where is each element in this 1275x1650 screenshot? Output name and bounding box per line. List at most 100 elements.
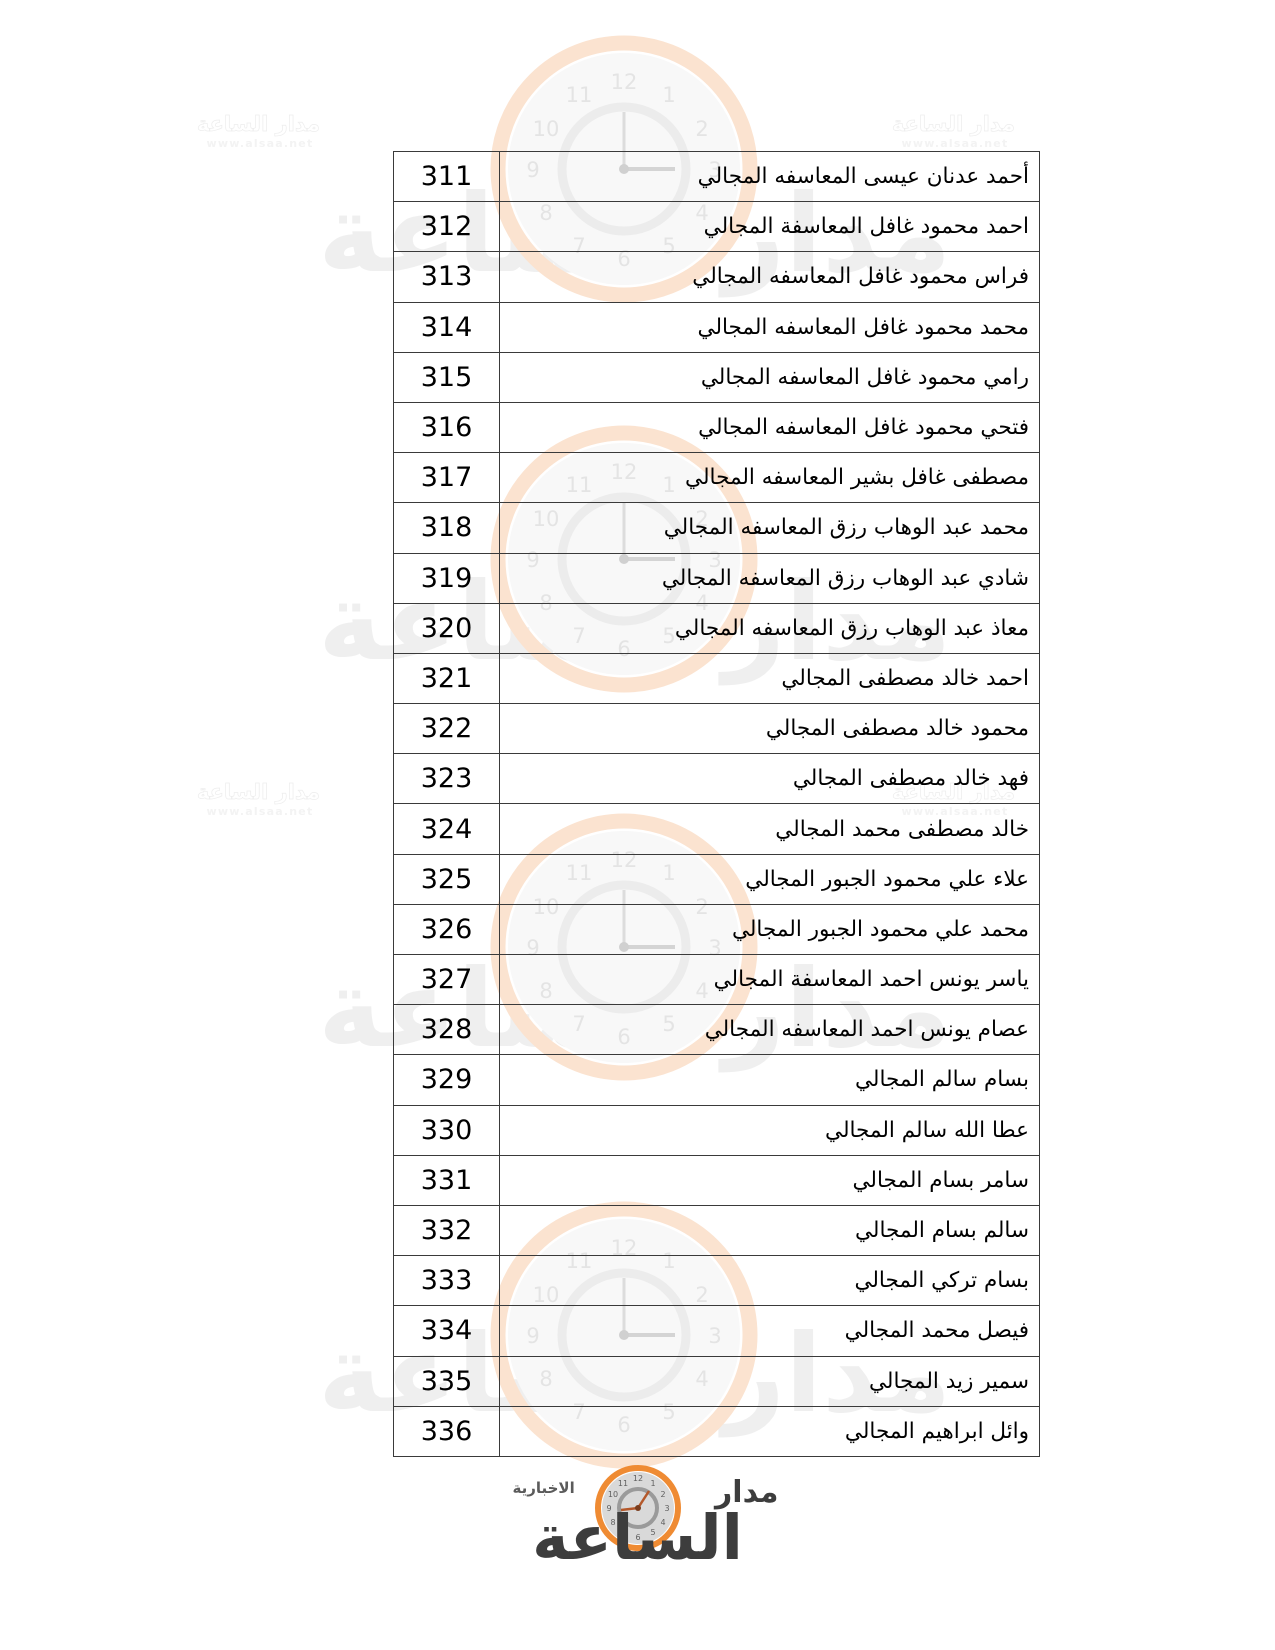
svg-text:12: 12 (611, 70, 638, 94)
table-row: محمود خالد مصطفى المجالي 322 (393, 703, 1040, 755)
cell-name: أحمد عدنان عيسى المعاسفه المجالي (499, 150, 1040, 203)
svg-text:6: 6 (635, 1533, 640, 1542)
logo-madar-label: مدار (715, 1475, 779, 1510)
cell-number: 324 (393, 803, 500, 855)
svg-text:11: 11 (566, 83, 593, 107)
cell-name: علاء علي محمود الجبور المجالي (499, 853, 1040, 905)
cell-name: فهد خالد مصطفى المجالي (499, 753, 1040, 805)
table-row: علاء علي محمود الجبور المجالي 325 (393, 853, 1040, 905)
cell-name: احمد محمود غافل المعاسفة المجالي (499, 201, 1040, 253)
cell-number: 311 (393, 150, 500, 203)
cell-name: محمد محمود غافل المعاسفه المجالي (499, 301, 1040, 353)
cell-number: 320 (393, 602, 500, 654)
table-row: سالم بسام المجالي 332 (393, 1204, 1040, 1257)
svg-text:4: 4 (660, 1518, 665, 1527)
cell-name: فيصل محمد المجالي (499, 1305, 1040, 1357)
table-row: فتحي محمود غافل المعاسفه المجالي 316 (393, 401, 1040, 454)
cell-number: 335 (393, 1355, 500, 1407)
names-table-container: أحمد عدنان عيسى المعاسفه المجالي 311 احمد … (393, 150, 1040, 1457)
cell-name: خالد مصطفى محمد المجالي (499, 803, 1040, 855)
watermark-small-url: www.alsaa.net (206, 137, 314, 150)
table-row: معاذ عبد الوهاب رزق المعاسفه المجالي 320 (393, 602, 1040, 654)
svg-text:10: 10 (533, 117, 560, 141)
svg-text:3: 3 (664, 1504, 669, 1513)
logo-alsaa-label: الساعة (532, 1501, 745, 1574)
names-table-body: أحمد عدنان عيسى المعاسفه المجالي 311 احمد … (393, 150, 1040, 1457)
cell-name: سامر بسام المجالي (499, 1154, 1040, 1206)
cell-number: 312 (393, 201, 500, 253)
cell-number: 336 (393, 1405, 500, 1457)
names-table: أحمد عدنان عيسى المعاسفه المجالي 311 احمد … (393, 150, 1040, 1457)
logo-akhbariya-label: الاخبارية (512, 1479, 575, 1497)
svg-text:1: 1 (662, 83, 675, 107)
table-row: بسام سالم المجالي 329 (393, 1054, 1040, 1106)
watermark-small-url: www.alsaa.net (206, 805, 314, 818)
cell-number: 316 (393, 401, 500, 454)
svg-text:8: 8 (610, 1518, 615, 1527)
cell-number: 327 (393, 953, 500, 1006)
table-row: محمد عبد الوهاب رزق المعاسفه المجالي 318 (393, 502, 1040, 554)
svg-text:2: 2 (660, 1490, 665, 1499)
cell-number: 329 (393, 1054, 500, 1106)
cell-number: 322 (393, 703, 500, 755)
cell-name: فتحي محمود غافل المعاسفه المجالي (499, 401, 1040, 454)
table-row: احمد محمود غافل المعاسفة المجالي 312 (393, 201, 1040, 253)
cell-number: 321 (393, 652, 500, 705)
table-row: فراس محمود غافل المعاسفه المجالي 313 (393, 251, 1040, 303)
cell-number: 317 (393, 452, 500, 504)
svg-text:11: 11 (617, 1479, 627, 1488)
cell-number: 328 (393, 1004, 500, 1056)
cell-number: 326 (393, 903, 500, 956)
watermark-small-3: مدار الساعة www.alsaa.net (891, 112, 1015, 150)
cell-name: معاذ عبد الوهاب رزق المعاسفه المجالي (499, 602, 1040, 654)
cell-number: 318 (393, 502, 500, 554)
cell-name: وائل ابراهيم المجالي (499, 1405, 1040, 1457)
cell-name: بسام تركي المجالي (499, 1255, 1040, 1307)
table-row: فيصل محمد المجالي 334 (393, 1305, 1040, 1357)
cell-number: 334 (393, 1305, 500, 1357)
svg-text:7: 7 (620, 1528, 625, 1537)
cell-number: 330 (393, 1104, 500, 1156)
cell-name: سالم بسام المجالي (499, 1204, 1040, 1257)
table-row: عصام يونس احمد المعاسفه المجالي 328 (393, 1004, 1040, 1056)
cell-name: محمد علي محمود الجبور المجالي (499, 903, 1040, 956)
cell-number: 331 (393, 1154, 500, 1206)
cell-name: شادي عبد الوهاب رزق المعاسفه المجالي (499, 552, 1040, 604)
table-row: فهد خالد مصطفى المجالي 323 (393, 753, 1040, 805)
table-row: محمد علي محمود الجبور المجالي 326 (393, 903, 1040, 956)
svg-text:9: 9 (606, 1504, 611, 1513)
table-row: أحمد عدنان عيسى المعاسفه المجالي 311 (393, 150, 1040, 203)
table-row: شادي عبد الوهاب رزق المعاسفه المجالي 319 (393, 552, 1040, 604)
cell-name: محمود خالد مصطفى المجالي (499, 703, 1040, 755)
table-row: ياسر يونس احمد المعاسفة المجالي 327 (393, 953, 1040, 1006)
cell-name: سمير زيد المجالي (499, 1355, 1040, 1407)
table-row: وائل ابراهيم المجالي 336 (393, 1405, 1040, 1457)
cell-name: بسام سالم المجالي (499, 1054, 1040, 1106)
cell-number: 314 (393, 301, 500, 353)
watermark-small-title: مدار الساعة (196, 780, 320, 805)
table-row: رامي محمود غافل المعاسفه المجالي 315 (393, 351, 1040, 403)
table-row: محمد محمود غافل المعاسفه المجالي 314 (393, 301, 1040, 353)
cell-number: 313 (393, 251, 500, 303)
table-row: سامر بسام المجالي 331 (393, 1154, 1040, 1206)
cell-name: محمد عبد الوهاب رزق المعاسفه المجالي (499, 502, 1040, 554)
cell-number: 315 (393, 351, 500, 403)
table-row: عطا الله سالم المجالي 330 (393, 1104, 1040, 1156)
table-row: بسام تركي المجالي 333 (393, 1255, 1040, 1307)
cell-number: 323 (393, 753, 500, 805)
cell-name: رامي محمود غافل المعاسفه المجالي (499, 351, 1040, 403)
watermark-small-title: مدار الساعة (891, 112, 1015, 137)
table-row: سمير زيد المجالي 335 (393, 1355, 1040, 1407)
svg-text:1: 1 (650, 1479, 655, 1488)
svg-text:10: 10 (607, 1490, 617, 1499)
table-row: خالد مصطفى محمد المجالي 324 (393, 803, 1040, 855)
svg-text:2: 2 (695, 117, 708, 141)
cell-name: مصطفى غافل بشير المعاسفه المجالي (499, 452, 1040, 504)
watermark-small-title: مدار الساعة (196, 112, 320, 137)
cell-name: عصام يونس احمد المعاسفه المجالي (499, 1004, 1040, 1056)
watermark-small-url: www.alsaa.net (901, 137, 1009, 150)
cell-number: 333 (393, 1255, 500, 1307)
table-row: احمد خالد مصطفى المجالي 321 (393, 652, 1040, 705)
